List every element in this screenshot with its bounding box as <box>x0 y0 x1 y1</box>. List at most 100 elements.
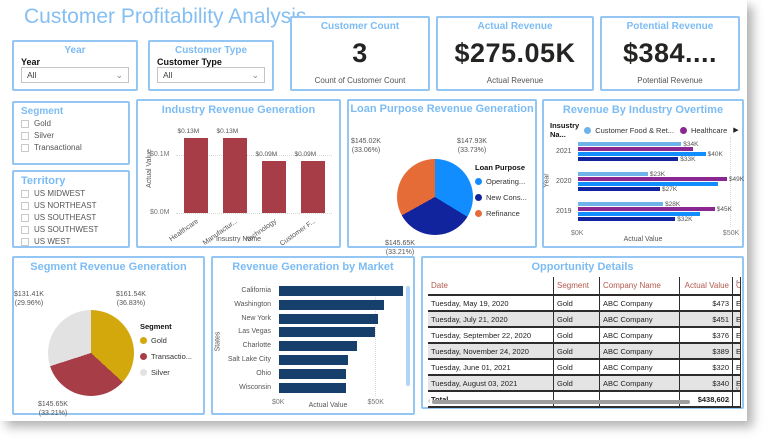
bar[interactable] <box>279 313 379 324</box>
bar-value-label: $0.13M <box>177 127 200 135</box>
legend-title: Segment <box>140 322 172 331</box>
segment-option[interactable]: Gold <box>21 119 128 128</box>
table-cell: Tuesday, August 03, 2021 <box>428 376 554 390</box>
year-slicer-label: Year <box>21 57 41 67</box>
scroll-down-icon[interactable]: ˅ <box>735 387 739 393</box>
checkbox-icon[interactable] <box>21 119 29 128</box>
bar[interactable] <box>578 217 676 221</box>
bar[interactable] <box>578 142 682 146</box>
table-cell: E <box>733 328 741 342</box>
pie-label-pct: (33.21%) <box>38 410 68 417</box>
bar[interactable] <box>578 177 727 181</box>
segment-pie[interactable] <box>48 310 134 396</box>
vertical-scrollbar[interactable] <box>406 286 410 386</box>
checkbox-icon[interactable] <box>21 225 29 234</box>
checkbox-icon[interactable] <box>21 143 29 152</box>
bar[interactable] <box>261 160 286 213</box>
year-dropdown[interactable]: All ⌄ <box>21 67 129 83</box>
pie-label-pct: (33.73%) <box>457 147 487 154</box>
table-cell: $376 <box>680 328 733 342</box>
kpi-title: Potential Revenue <box>626 21 714 32</box>
pie-label-value: $131.41K <box>14 291 44 298</box>
y-category-label: 2019 <box>556 208 572 215</box>
bar[interactable] <box>578 187 661 191</box>
table-row[interactable]: Tuesday, November 24, 2020 Gold ABC Compan… <box>428 344 741 360</box>
bar[interactable] <box>578 152 706 156</box>
kpi-potential-revenue: Potential Revenue $384.... Potential Rev… <box>600 16 740 91</box>
territory-option[interactable]: US SOUTHEAST <box>21 213 128 222</box>
segment-option[interactable]: Silver <box>21 131 128 140</box>
checkbox-icon[interactable] <box>21 131 29 140</box>
bar[interactable] <box>578 212 700 216</box>
bar[interactable] <box>578 182 718 186</box>
table-row[interactable]: Tuesday, August 03, 2021 Gold ABC Company $… <box>428 376 741 392</box>
checkbox-icon[interactable] <box>21 189 29 198</box>
territory-option[interactable]: US WEST <box>21 237 128 246</box>
checkbox-icon[interactable] <box>21 201 29 210</box>
bar[interactable] <box>279 355 348 365</box>
y-category-label: Las Vegas <box>238 328 271 336</box>
kpi-title: Actual Revenue <box>477 21 553 32</box>
pie-slice-label: $131.41K (29.96%) <box>14 290 44 308</box>
customer-type-dropdown[interactable]: All ⌄ <box>157 67 265 83</box>
bar-value-label: $0.13M <box>216 127 239 135</box>
legend-item-label: Operating... <box>486 177 526 186</box>
bar[interactable] <box>279 341 358 352</box>
scroll-left-icon[interactable]: ‹ <box>428 398 431 405</box>
table-cell: Segment <box>554 277 600 294</box>
legend-item[interactable]: Operating... <box>475 177 527 186</box>
legend-more-icon[interactable]: ▶ <box>733 127 739 134</box>
checkbox-icon[interactable] <box>21 237 29 246</box>
legend-item[interactable]: New Cons... <box>475 193 527 202</box>
overtime-legend: Insustry Na... Customer Food & Ret... Heal… <box>550 121 739 139</box>
bar[interactable] <box>578 157 679 161</box>
pie-slice-label: $145.65K (33.21%) <box>385 239 415 257</box>
bar[interactable] <box>279 382 346 393</box>
segment-option[interactable]: Transactional <box>21 143 128 152</box>
table-row[interactable]: Tuesday, May 19, 2020 Gold ABC Company $473… <box>428 296 741 312</box>
bar[interactable] <box>279 368 346 379</box>
bar[interactable] <box>578 147 694 151</box>
bar[interactable] <box>279 286 404 296</box>
territory-option[interactable]: US NORTHEAST <box>21 201 128 210</box>
legend-item[interactable]: Healthcare <box>679 126 727 135</box>
bar[interactable] <box>578 207 715 211</box>
year-slicer-title: Year <box>64 45 86 56</box>
legend-item[interactable]: Refinance <box>475 209 527 218</box>
pie-label-value: $145.02K <box>351 138 381 145</box>
legend-item[interactable]: Gold <box>140 336 192 345</box>
segment-options: Gold Silver Transactional <box>21 119 128 152</box>
territory-option[interactable]: US MIDWEST <box>21 189 128 198</box>
scroll-up-icon[interactable]: ˄ <box>735 280 739 286</box>
legend-item[interactable]: Silver <box>140 368 192 377</box>
territory-option-label: US SOUTHEAST <box>34 213 97 222</box>
bar[interactable] <box>183 137 208 213</box>
segment-pie-area: $161.54K (36.83%) $145.65K (33.21%) $131.41K… <box>14 258 203 417</box>
territory-option[interactable]: US SOUTHWEST <box>21 225 128 234</box>
legend-item[interactable]: Customer Food & Ret... <box>584 126 674 135</box>
bar[interactable] <box>279 299 385 310</box>
legend-item[interactable]: Transactio... <box>140 352 192 361</box>
bar[interactable] <box>578 202 664 206</box>
overtime-yaxis-title: Year <box>543 173 551 188</box>
bar[interactable] <box>300 160 325 213</box>
bar[interactable] <box>578 172 648 176</box>
loan-pie[interactable] <box>397 159 473 235</box>
table-row[interactable]: Tuesday, June 01, 2021 Gold ABC Company $32… <box>428 360 741 376</box>
segment-slicer: Segment Gold Silver Transactional <box>12 101 130 165</box>
horizontal-scrollbar[interactable]: ‹ › <box>428 398 730 405</box>
scroll-right-icon[interactable]: › <box>727 398 730 405</box>
scrollbar-thumb[interactable] <box>432 399 691 404</box>
pie-slice-label: $161.54K (36.83%) <box>116 290 146 308</box>
kpi-value: $384.... <box>622 38 718 68</box>
x-tick-label: $0K <box>571 230 584 237</box>
bar[interactable] <box>222 137 247 213</box>
kpi-caption: Count of Customer Count <box>314 76 406 85</box>
bar[interactable] <box>279 327 375 338</box>
checkbox-icon[interactable] <box>21 213 29 222</box>
chart-title: Revenue By Industry Overtime <box>562 104 724 116</box>
table-row[interactable]: Tuesday, September 22, 2020 Gold ABC Compa… <box>428 328 741 344</box>
table-row[interactable]: Tuesday, July 21, 2020 Gold ABC Company $45… <box>428 312 741 328</box>
bar-value-label: $27K <box>662 185 678 193</box>
